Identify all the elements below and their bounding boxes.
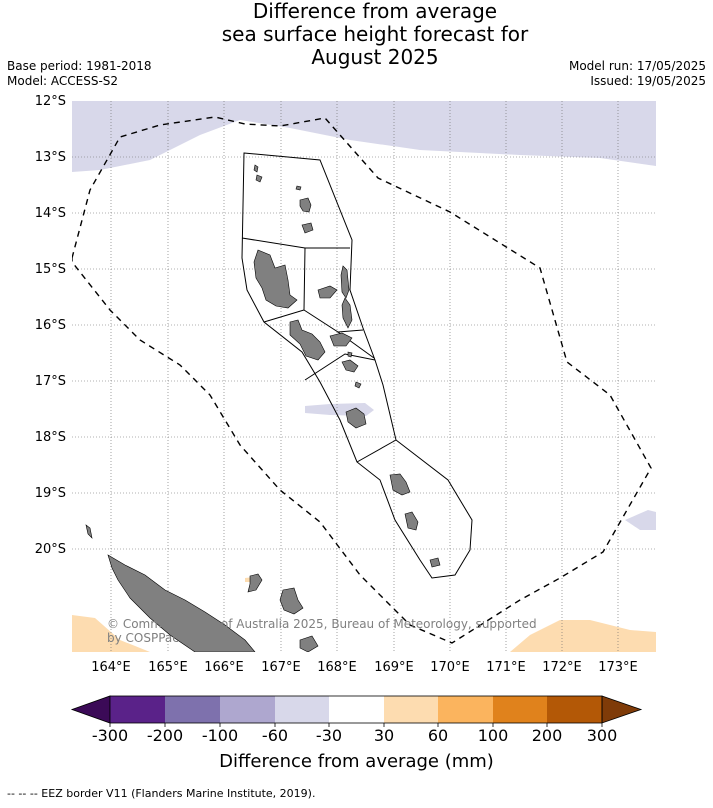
colorbar-title: Difference from average (mm)	[219, 751, 494, 772]
lon-label: 172°E	[542, 660, 582, 675]
colorbar-tick-label: -30	[315, 726, 343, 745]
anomaly-negative-east	[625, 510, 656, 530]
colorbar-tick-label: 60	[427, 726, 449, 745]
title-line-2: sea surface height forecast for	[221, 22, 529, 46]
graticule	[72, 101, 656, 652]
colorbar-extend-min	[70, 695, 111, 724]
colorbar	[70, 695, 643, 727]
island-efate	[345, 407, 367, 429]
anomaly-positive-southeast	[510, 620, 656, 652]
lat-label: 16°S	[34, 318, 66, 333]
island-maewo	[340, 265, 350, 299]
model-run-info: Model run: 17/05/2025 Issued: 19/05/2025	[569, 59, 706, 89]
island-vanua-lava	[299, 197, 312, 213]
colorbar-segment	[220, 696, 275, 723]
province-boundaries	[241, 152, 473, 579]
model-name: Model: ACCESS-S2	[7, 74, 119, 88]
colorbar-segment	[493, 696, 547, 723]
island-malekula	[289, 319, 326, 361]
land	[85, 164, 441, 652]
lon-label: 168°E	[317, 660, 357, 675]
colorbar-segment	[165, 696, 220, 723]
base-period-info: Base period: 1981-2018 Model: ACCESS-S2	[7, 59, 152, 89]
colorbar-tick-label: -200	[146, 726, 184, 745]
colorbar-segment	[275, 696, 329, 723]
colorbar-tick-label: -300	[91, 726, 129, 745]
island-ureparapara	[295, 185, 302, 191]
island-lifou	[279, 587, 304, 615]
colorbar-tick-label: 100	[477, 726, 509, 745]
island-ambrym	[329, 332, 353, 347]
lon-label: 167°E	[261, 660, 301, 675]
lon-label: 171°E	[486, 660, 526, 675]
colorbar-segment	[547, 696, 602, 723]
lon-label: 166°E	[204, 660, 244, 675]
eez-footnote: -- -- -- EEZ border V11 (Flanders Marine…	[7, 787, 316, 800]
island-aneityum	[429, 557, 441, 568]
island-new-caledonia	[107, 554, 256, 652]
island-espiritu-santo	[253, 249, 298, 309]
island-torres-1	[253, 164, 259, 173]
island-ambae	[317, 285, 338, 299]
anomaly-negative-north	[72, 101, 656, 172]
colorbar-tick-label: 300	[586, 726, 618, 745]
island-belep	[85, 524, 93, 539]
lat-label: 13°S	[34, 150, 66, 165]
island-tanna	[404, 511, 419, 531]
island-epi	[341, 359, 359, 373]
colorbar-tick-label: -100	[201, 726, 239, 745]
copyright-notice: © Commonwealth of Australia 2025, Bureau…	[107, 617, 537, 645]
colorbar-outline	[109, 695, 603, 724]
island-torres-2	[255, 174, 263, 183]
lat-label: 12°S	[34, 94, 66, 109]
issued-date: Issued: 19/05/2025	[590, 74, 706, 88]
island-shepherds	[354, 381, 362, 389]
lat-label: 19°S	[34, 486, 66, 501]
title-line-1: Difference from average	[252, 0, 498, 23]
colorbar-tick-label: 30	[373, 726, 395, 745]
lat-label: 15°S	[34, 262, 66, 277]
lon-label: 169°E	[374, 660, 414, 675]
lat-label: 14°S	[34, 206, 66, 221]
colorbar-segment	[329, 696, 384, 723]
island-mare	[299, 635, 319, 652]
lat-label: 20°S	[34, 542, 66, 557]
colorbar-segment	[110, 696, 165, 723]
island-paama	[347, 351, 353, 358]
lon-label: 170°E	[430, 660, 470, 675]
colorbar-extend-max	[601, 695, 643, 724]
eez-border	[72, 116, 652, 644]
colorbar-tick-label: -60	[261, 726, 289, 745]
island-gaua	[301, 222, 314, 234]
island-ouvea	[247, 573, 263, 593]
lat-label: 17°S	[34, 374, 66, 389]
anomaly-positive-southwest	[72, 615, 150, 652]
colorbar-segment	[384, 696, 438, 723]
lon-label: 173°E	[598, 660, 638, 675]
colorbar-segment	[438, 696, 493, 723]
lon-label: 164°E	[91, 660, 131, 675]
title-line-3: August 2025	[311, 45, 439, 69]
lat-label: 18°S	[34, 430, 66, 445]
colorbar-tick-label: 200	[531, 726, 563, 745]
island-pentecost	[341, 297, 353, 329]
map-title: Difference from average sea surface heig…	[160, 0, 590, 69]
lon-label: 165°E	[148, 660, 188, 675]
island-erromango	[389, 473, 411, 496]
base-period: Base period: 1981-2018	[7, 59, 152, 73]
model-run-date: Model run: 17/05/2025	[568, 59, 706, 73]
